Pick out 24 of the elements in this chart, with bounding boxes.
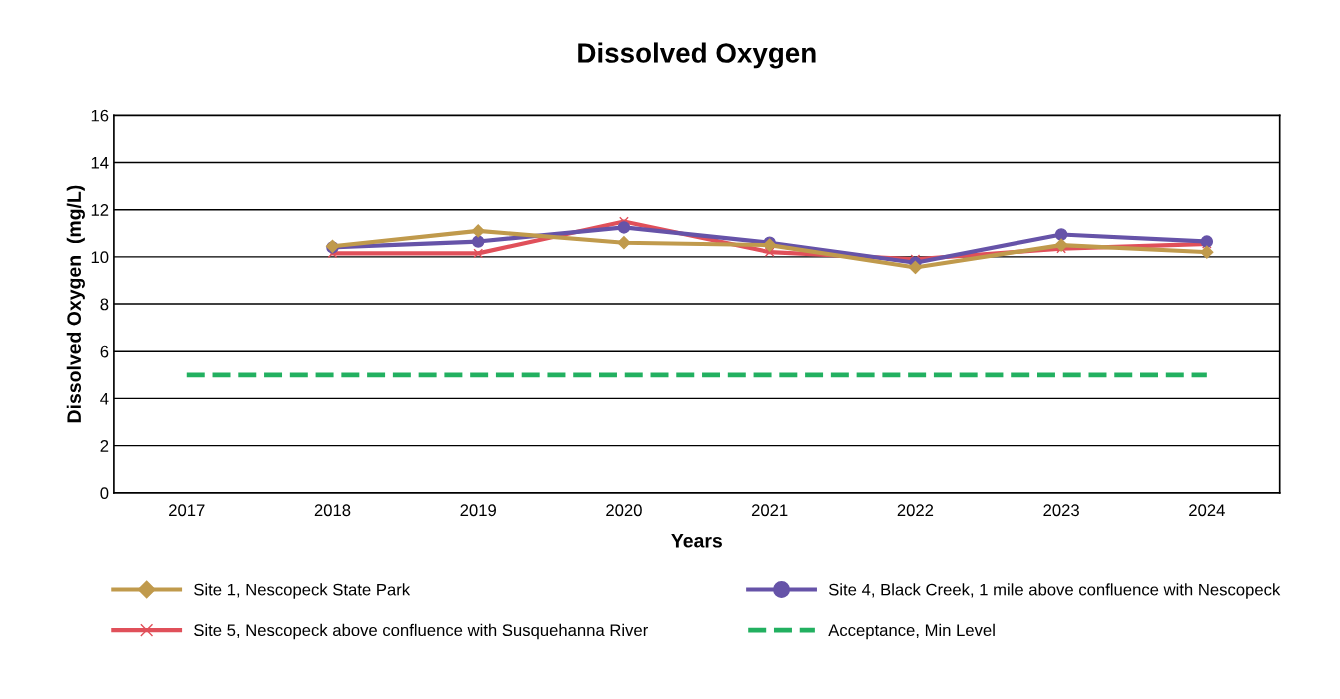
x-tick-label: 2017 xyxy=(169,504,205,517)
legend-label: Site 4, Black Creek, 1 mile above confluence with Nescopeck xyxy=(828,583,1281,599)
x-tick-label: 2021 xyxy=(751,504,788,517)
y-tick-label: 12 xyxy=(91,204,109,216)
y-tick-label: 16 xyxy=(91,109,109,122)
x-tick-label: 2018 xyxy=(314,504,351,517)
x-tick-label: 2020 xyxy=(606,504,642,517)
x-axis-title: Years xyxy=(671,534,722,548)
x-tick-label: 2022 xyxy=(897,504,934,517)
y-axis-title: Dissolved Oxygen (mg/L) xyxy=(66,185,85,423)
y-tick-label: 4 xyxy=(100,393,109,405)
y-tick-label: 14 xyxy=(91,157,109,169)
x-tick-label: 2023 xyxy=(1043,504,1079,517)
y-tick-label: 0 xyxy=(100,487,109,499)
y-tick-label: 6 xyxy=(100,345,109,358)
chart-title: Dissolved Oxygen xyxy=(578,42,816,69)
legend-label: Site 5, Nescopeck above confluence with Susquehanna River xyxy=(194,623,648,640)
y-tick-label: 8 xyxy=(100,298,109,311)
y-tick-label: 10 xyxy=(91,251,109,264)
y-tick-label: 2 xyxy=(100,440,109,452)
legend-label: Site 1, Nescopeck State Park xyxy=(194,583,411,599)
legend-label: Acceptance, Min Level xyxy=(828,623,995,640)
x-tick-label: 2019 xyxy=(460,504,496,517)
x-tick-label: 2024 xyxy=(1189,504,1225,517)
